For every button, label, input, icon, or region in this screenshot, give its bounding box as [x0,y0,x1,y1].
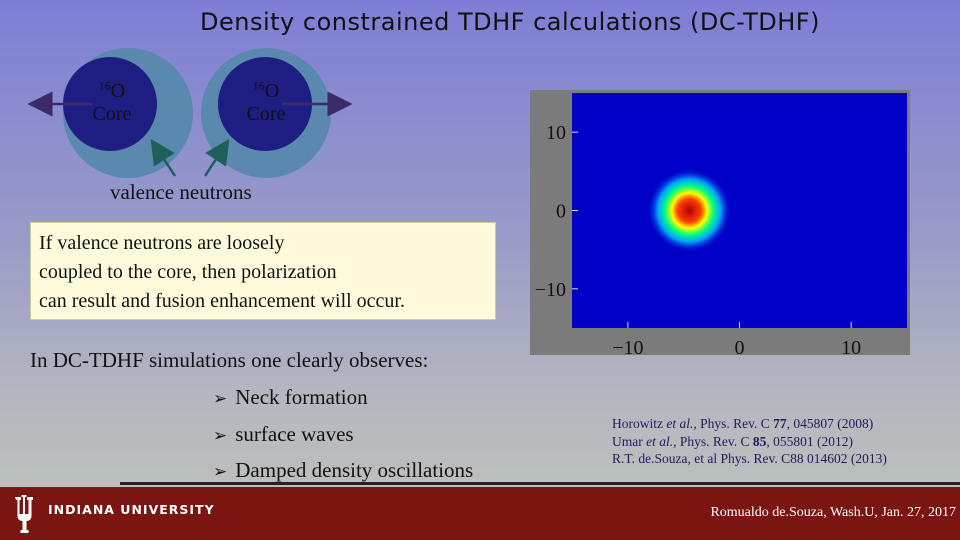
institution-name: INDIANA UNIVERSITY [48,502,215,517]
density-blob [647,168,732,253]
x-tick-label: 10 [841,337,861,359]
simulations-heading: In DC-TDHF simulations one clearly obser… [30,348,429,372]
valence-label: valence neutrons [110,180,252,204]
y-tick-label: 10 [546,122,566,144]
arrowhead-bullet-icon: ➢ [213,389,228,409]
slide-title: Density constrained TDHF calculations (D… [200,8,820,36]
left-core-text: Core [92,102,132,125]
x-tick-label: −10 [612,337,643,359]
list-item: ➢ surface waves [213,417,473,454]
plot-area [572,93,907,328]
left-core-label: 16O Core [72,78,152,126]
callout-line: coupled to the core, then polarization [39,261,337,283]
right-core [218,57,312,151]
callout-box: If valence neutrons are loosely coupled … [30,222,496,320]
list-item: ➢ Damped density oscillations [213,453,473,490]
right-core-label: 16O Core [226,78,306,126]
density-plot: −10 0 10 10 0 −10 [530,90,910,360]
indiana-trident-logo-icon [15,495,33,533]
reference-line: R.T. de.Souza, et al Phys. Rev. C88 0146… [612,451,887,466]
arrowhead-bullet-icon: ➢ [213,425,228,446]
bullet-text: Neck formation [235,385,368,409]
density-plot-svg: −10 0 10 10 0 −10 [530,90,910,359]
reference-line: Umar et al., Phys. Rev. C 85, 055801 (20… [612,433,854,449]
bullet-text: surface waves [235,421,354,446]
left-element: O [110,79,126,102]
footer-bar: INDIANA UNIVERSITY Romualdo de.Souza, Wa… [0,487,960,540]
callout-line: can result and fusion enhancement will o… [39,290,405,312]
footer-divider [120,482,960,485]
list-item: ➢ Neck formation [213,380,473,417]
left-pointer [150,138,177,177]
right-mass-number: 16 [252,78,265,92]
y-tick-label: 0 [556,201,566,223]
footer-credit: Romualdo de.Souza, Wash.U, Jan. 27, 2017 [710,505,956,520]
y-tick-label: −10 [535,279,566,301]
x-tick-label: 0 [735,337,745,359]
right-pointer [203,138,230,177]
right-core-text: Core [246,102,286,125]
references: Horowitz et al., Phys. Rev. C 77, 045807… [612,415,887,468]
nuclei-diagram [27,48,353,178]
reference-line: Horowitz et al., Phys. Rev. C 77, 045807… [612,416,874,431]
left-core [63,57,157,151]
right-element: O [264,79,280,102]
arrowhead-bullet-icon: ➢ [213,462,228,482]
bullet-text: Damped density oscillations [235,458,474,482]
callout-line: If valence neutrons are loosely [39,232,285,254]
observation-list: ➢ Neck formation ➢ surface waves ➢ Damped d… [213,380,473,490]
left-mass-number: 16 [98,78,111,92]
